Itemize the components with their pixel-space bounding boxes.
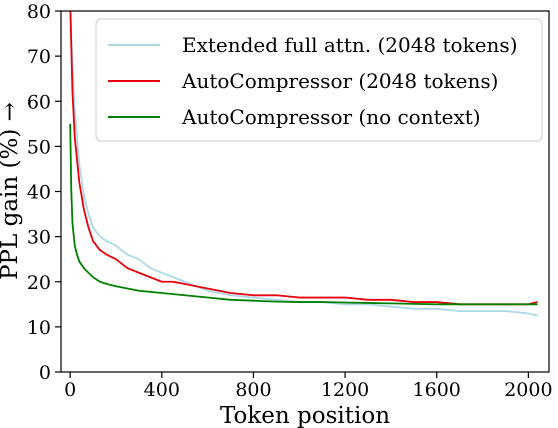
x-tick-label-5: 2000: [504, 379, 552, 401]
legend-label-0: Extended full attn. (2048 tokens): [182, 33, 518, 57]
y-tick-label-7: 70: [27, 46, 51, 68]
y-tick-label-0: 0: [39, 362, 51, 384]
y-tick-label-5: 50: [27, 136, 51, 158]
y-tick-label-2: 20: [27, 272, 51, 294]
y-tick-label-1: 10: [27, 317, 51, 339]
legend-box: [95, 18, 543, 142]
legend-items: Extended full attn. (2048 tokens) AutoCom…: [108, 33, 518, 129]
legend-label-1: AutoCompressor (2048 tokens): [181, 69, 498, 93]
x-tick-label-3: 1200: [321, 379, 369, 401]
x-tick-label-2: 800: [235, 379, 271, 401]
x-tick-label-0: 0: [64, 379, 76, 401]
y-tick-label-8: 80: [27, 1, 51, 23]
y-tick-label-3: 30: [27, 227, 51, 249]
series-line-2: [69, 123, 538, 306]
y-tick-label-6: 60: [27, 91, 51, 113]
x-tick-label-1: 400: [144, 379, 180, 401]
legend-label-2: AutoCompressor (no context): [181, 105, 481, 129]
series-layer: [69, 11, 538, 317]
y-tick-label-4: 40: [27, 182, 51, 204]
x-axis-label: Token position: [220, 403, 390, 428]
y-axis-label: PPL gain (%) →: [0, 102, 23, 280]
x-tick-label-4: 1600: [413, 379, 461, 401]
legend: Extended full attn. (2048 tokens) AutoCom…: [95, 18, 543, 142]
series-line-1: [69, 11, 538, 306]
ticks-layer: 0 400 800 1200 1600 2000 0 10 20 30 40 50 60 70 80: [27, 1, 553, 401]
